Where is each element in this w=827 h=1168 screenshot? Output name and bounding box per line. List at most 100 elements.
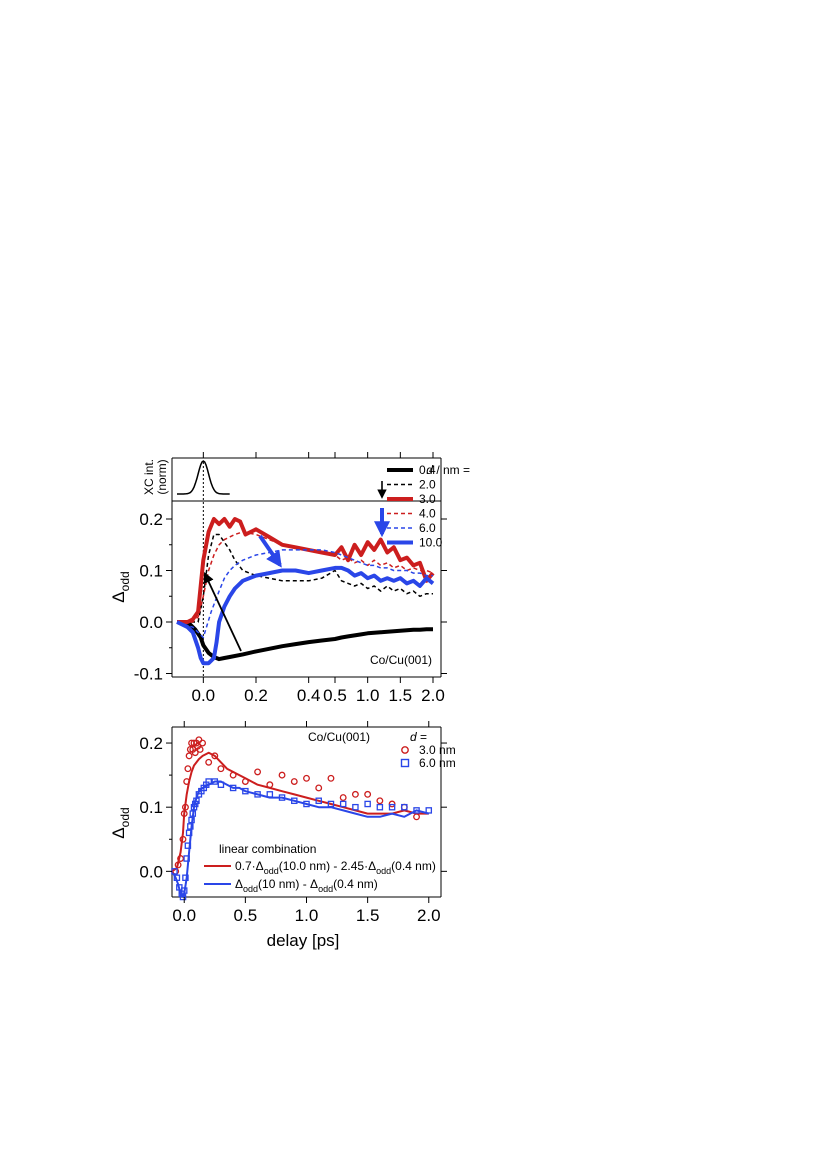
- marker-3nm-point: [174, 861, 182, 869]
- marker-3nm-point: [290, 778, 298, 785]
- series-line-6-0: [176, 549, 433, 639]
- legend-label-10-0: 10.0: [419, 536, 443, 550]
- top-x-tick-label: 1.5: [389, 686, 413, 705]
- marker-6nm-point: [376, 803, 384, 811]
- marker-6nm-point: [183, 855, 190, 862]
- top-y-label: Δodd: [109, 571, 132, 602]
- bottom-chart: 0.0 0.1 0.2 0.0 0.5 1.0 1.5 2.0 Δodd delay [ps]…: [109, 721, 456, 950]
- top-axis-ticks: -0.10.00.10.20.0 0.2 0.4 0.5 1.0 1.5 2.0: [134, 452, 447, 705]
- marker-6nm-point: [388, 803, 396, 811]
- marker-6nm-point: [185, 829, 193, 837]
- bottom-x-tick-label: 2.0: [417, 906, 441, 925]
- legend-label-3-0-nm: 3.0 nm: [419, 743, 456, 757]
- bottom-x-label: delay [ps]: [267, 931, 340, 950]
- legend-label-0-4: 0.4: [419, 463, 436, 477]
- bottom-y-label: Δodd: [109, 807, 132, 838]
- inset-y-label-line2: (norm): [155, 459, 169, 494]
- top-y-tick-label: 0.2: [139, 510, 163, 529]
- bottom-y-tick-label: 0.2: [139, 734, 163, 753]
- top-x-tick-label: 0.2: [244, 686, 268, 705]
- series-line-2-0: [177, 533, 433, 623]
- marker-3nm-point: [413, 813, 420, 821]
- series-line-3-0: [177, 517, 435, 624]
- marker-3nm-point: [303, 774, 310, 782]
- marker-6nm-point: [189, 810, 197, 817]
- legend-label-3-0: 3.0: [419, 492, 436, 506]
- lincomb-red-label: 0.7·Δodd(10.0 nm) - 2.45·Δodd(0.4 nm): [235, 859, 436, 876]
- marker-3nm-point: [179, 835, 187, 843]
- marker-3nm-point: [211, 752, 219, 760]
- top-x-tick-label: 2.0: [421, 686, 445, 705]
- marker-6nm-point: [193, 797, 200, 805]
- series-line-10-0: [176, 565, 435, 666]
- marker-6nm-point: [184, 842, 192, 849]
- bottom-x-tick-label: 1.0: [295, 906, 319, 925]
- marker-6nm-point: [413, 807, 420, 814]
- top-x-tick-label: 0.0: [192, 686, 216, 705]
- marker-3nm-point: [199, 739, 207, 747]
- bottom-x-tick-label: 0.0: [172, 906, 196, 925]
- marker-3nm-point: [229, 771, 237, 779]
- marker-6nm-point: [327, 800, 335, 808]
- marker-6nm-point: [352, 803, 359, 811]
- legend-label-6-0: 6.0: [419, 521, 436, 535]
- marker-6nm-point: [187, 823, 194, 830]
- marker-3nm-point: [185, 752, 193, 760]
- top-annotation: Co/Cu(001): [370, 653, 432, 667]
- top-series-group: [176, 460, 435, 666]
- top-legend-header: d / nm =: [426, 463, 470, 477]
- marker-3nm-point: [266, 781, 274, 789]
- marker-3nm-point: [177, 855, 185, 862]
- marker-3nm-point: [181, 803, 189, 811]
- bottom-x-tick-label: 0.5: [234, 906, 258, 925]
- marker-6nm-point: [425, 807, 433, 814]
- series-line-0-4: [177, 620, 433, 662]
- marker-3nm-point: [188, 739, 196, 747]
- lincomb-blue-line: [171, 780, 430, 898]
- lincomb-title: linear combination: [219, 842, 316, 856]
- marker-3nm-point: [186, 746, 194, 753]
- marker-6nm-point: [217, 781, 225, 788]
- marker-3nm-point: [196, 746, 204, 753]
- bottom-annotation: Co/Cu(001): [308, 730, 370, 744]
- top-chart: -0.10.00.10.20.0 0.2 0.4 0.5 1.0 1.5 2.0 Δodd …: [109, 452, 470, 705]
- top-y-tick-label: -0.1: [134, 665, 163, 684]
- marker-3nm-point: [180, 810, 188, 818]
- series-line-4-0: [177, 531, 434, 623]
- marker-6nm-point: [364, 800, 371, 808]
- bottom-y-tick-label: 0.0: [139, 862, 163, 881]
- lincomb-blue-label: Δodd(10 nm) - Δodd(0.4 nm): [235, 877, 378, 894]
- top-legend: 0.42.03.04.06.010.0: [387, 463, 443, 550]
- bottom-legend: 3.0 nm6.0 nm: [400, 743, 456, 770]
- marker-3nm-point: [184, 765, 192, 773]
- bottom-series-group: [171, 736, 433, 901]
- marker-3nm-point: [339, 794, 347, 802]
- bottom-x-tick-label: 1.5: [356, 906, 380, 925]
- marker-6nm-point: [205, 778, 212, 785]
- marker-6nm-point: [315, 797, 322, 805]
- trend-arrow-black: [203, 572, 242, 652]
- marker-6nm-point: [229, 784, 237, 792]
- bottom-axis-ticks: 0.0 0.1 0.2 0.0 0.5 1.0 1.5 2.0: [139, 721, 447, 925]
- marker-3nm-point: [315, 784, 323, 792]
- top-x-tick-label: 0.4: [297, 686, 321, 705]
- marker-6nm-point: [188, 816, 195, 824]
- legend-label-4-0: 4.0: [419, 507, 436, 521]
- marker-6nm-point: [180, 887, 188, 894]
- marker-3nm-point: [376, 797, 384, 805]
- marker-6nm-point: [303, 800, 310, 808]
- marker-3nm-point: [278, 771, 286, 779]
- lincomb-red-line: [171, 751, 429, 873]
- top-x-tick-label: 0.5: [323, 686, 347, 705]
- inset-y-label-line1: XC int.: [142, 459, 156, 495]
- legend-marker-3nm: [401, 746, 409, 754]
- marker-6nm-point: [339, 800, 347, 808]
- marker-6nm-point: [211, 778, 219, 785]
- marker-3nm-point: [191, 749, 199, 757]
- top-y-tick-label: 0.0: [139, 613, 163, 632]
- marker-3nm-point: [205, 758, 213, 766]
- marker-6nm-point: [278, 794, 286, 801]
- marker-3nm-point: [327, 774, 335, 782]
- legend-label-2-0: 2.0: [419, 478, 436, 492]
